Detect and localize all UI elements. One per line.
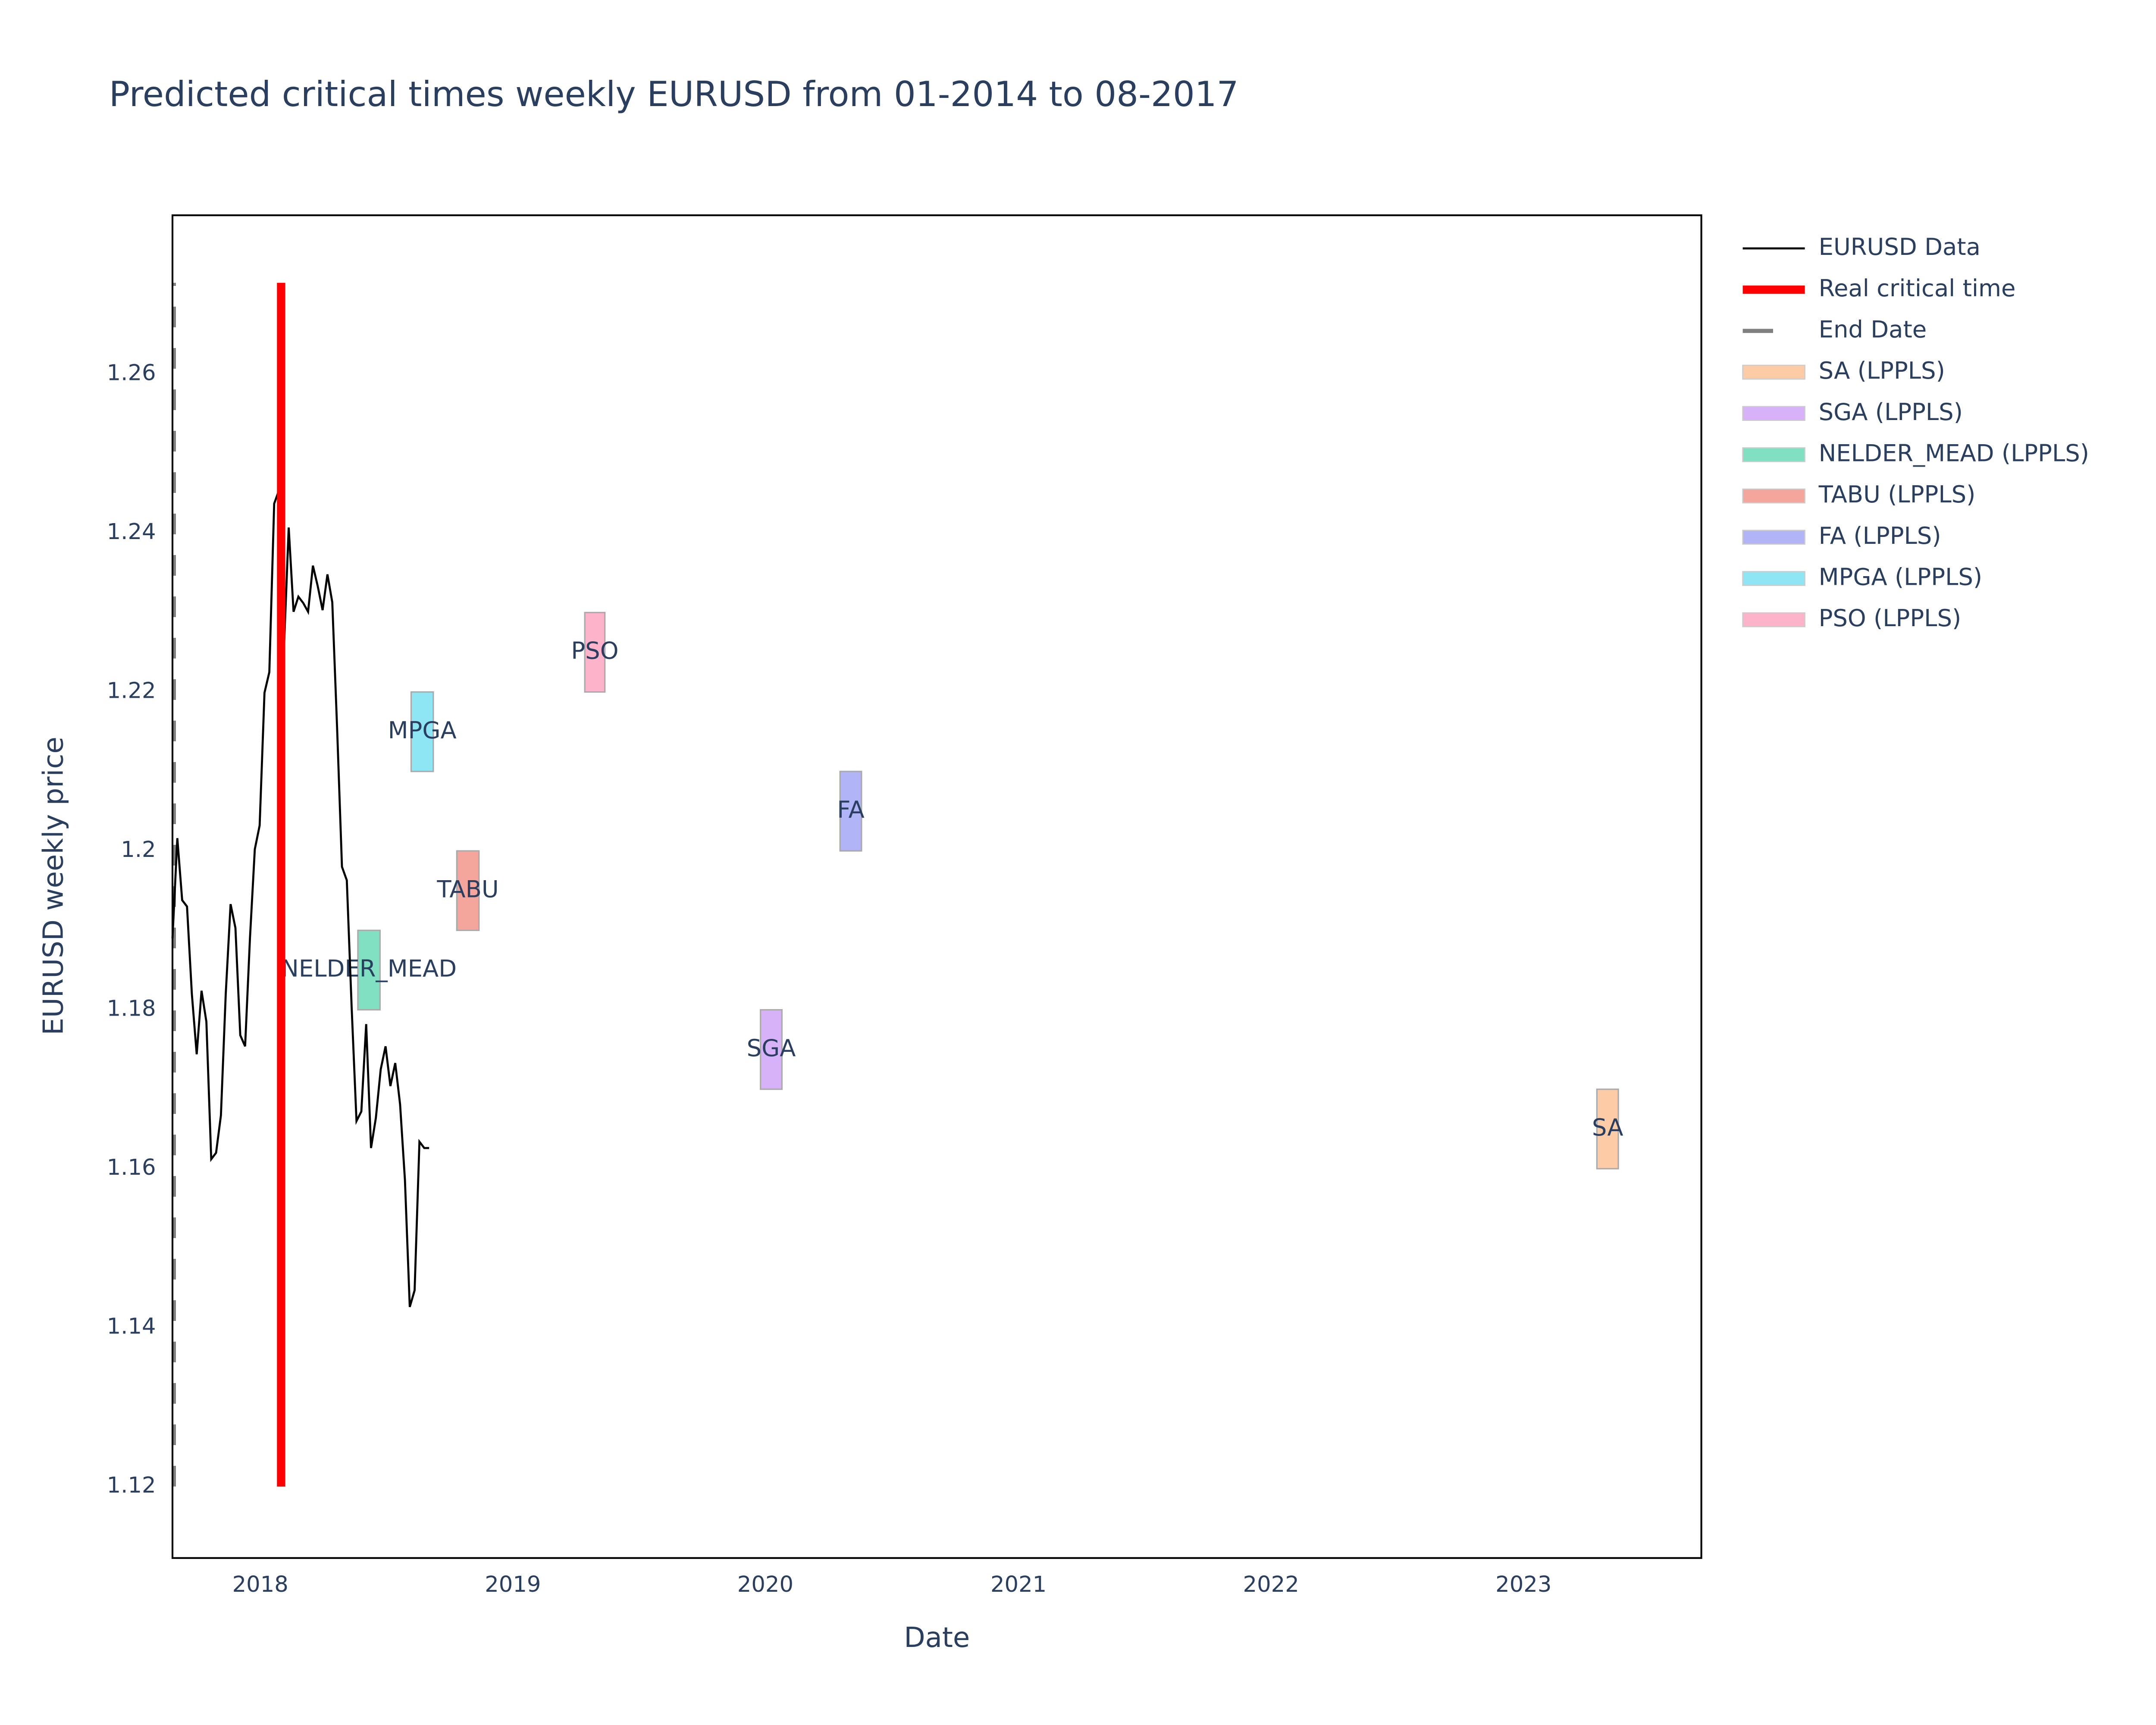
data-line (171, 489, 429, 1308)
legend-label: NELDER_MEAD (LPPLS) (1819, 440, 2089, 467)
prediction-box (760, 1009, 783, 1090)
legend-symbol (1742, 530, 1805, 545)
y-tick-label: 1.18 (107, 996, 156, 1022)
x-tick-label: 2021 (990, 1571, 1047, 1597)
legend-label: FA (LPPLS) (1819, 522, 1941, 549)
legend-label: PSO (LPPLS) (1819, 605, 1962, 632)
legend-label: MPGA (LPPLS) (1819, 564, 1983, 591)
prediction-label: MPGA (388, 717, 457, 744)
prediction-box (456, 850, 480, 931)
prediction-box (839, 771, 862, 852)
y-tick-label: 1.12 (107, 1472, 156, 1498)
prediction-box (410, 691, 434, 772)
prediction-box (584, 612, 606, 693)
legend-symbol (1742, 447, 1805, 462)
y-tick-label: 1.22 (107, 678, 156, 704)
prediction-box (357, 929, 381, 1011)
x-tick-label: 2019 (485, 1571, 541, 1597)
prediction-label: FA (837, 796, 865, 823)
y-tick-label: 1.16 (107, 1154, 156, 1180)
x-tick-label: 2022 (1243, 1571, 1299, 1597)
y-axis-title: EURUSD weekly price (38, 737, 70, 1035)
y-tick-label: 1.2 (121, 837, 156, 862)
legend-label: Real critical time (1819, 275, 2016, 302)
plot-area: SA SGA NELDER_MEAD TABU FA MPGA PSO (171, 282, 1623, 1487)
y-tick-label: 1.26 (107, 360, 156, 386)
prediction-label: SGA (747, 1035, 796, 1062)
legend-symbol (1742, 364, 1805, 380)
legend-label: SA (LPPLS) (1819, 357, 1945, 384)
y-tick-label: 1.14 (107, 1314, 156, 1339)
legend-symbol (1742, 612, 1805, 627)
x-axis-title: Date (904, 1622, 970, 1654)
prediction-box (1596, 1088, 1619, 1170)
legend-label: SGA (LPPLS) (1819, 398, 1963, 426)
legend-symbol (1742, 571, 1805, 586)
y-tick-label: 1.24 (107, 519, 156, 545)
legend: EURUSD Data Real critical time End Date SA … (1742, 233, 2089, 632)
legend-symbol (1742, 406, 1805, 421)
legend-symbol (1742, 488, 1805, 504)
x-tick-label: 2023 (1495, 1571, 1551, 1597)
plot-frame (171, 214, 1702, 1559)
prediction-label: NELDER_MEAD (281, 955, 457, 982)
x-tick-label: 2020 (737, 1571, 793, 1597)
prediction-label: SA (1592, 1114, 1623, 1141)
prediction-label: PSO (571, 637, 618, 665)
legend-label: TABU (LPPLS) (1818, 481, 1976, 508)
chart-title: Predicted critical times weekly EURUSD f… (109, 74, 1239, 114)
legend-label: EURUSD Data (1819, 233, 1981, 260)
legend-label: End Date (1819, 316, 1927, 343)
prediction-label: TABU (436, 875, 498, 903)
x-tick-label: 2018 (232, 1571, 288, 1597)
